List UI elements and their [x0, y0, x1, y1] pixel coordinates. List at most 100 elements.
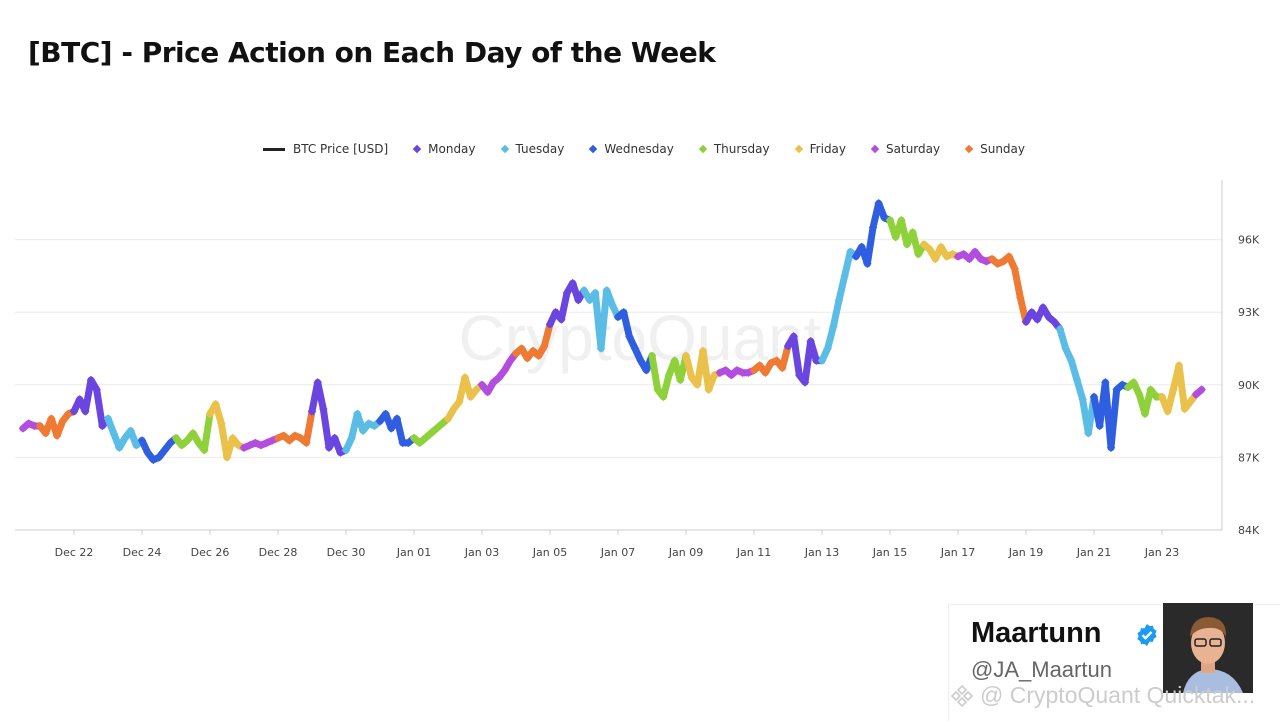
price-point [1016, 293, 1025, 302]
price-point [1112, 385, 1121, 394]
price-point [1163, 407, 1172, 416]
price-point [840, 271, 849, 281]
price-point [103, 414, 113, 423]
x-tick-label: Jan 21 [1076, 546, 1111, 559]
price-point [562, 288, 572, 298]
y-tick-label: 96K [1238, 234, 1260, 247]
price-point [545, 320, 555, 329]
binance-logo-icon [950, 684, 974, 707]
price-point [1146, 385, 1155, 394]
price-point [1174, 361, 1184, 370]
legend-item-saturday[interactable]: Saturday [870, 142, 940, 156]
price-point [761, 368, 770, 377]
price-point [75, 395, 84, 404]
price-point [324, 443, 334, 452]
price-point [166, 438, 175, 448]
x-tick-label: Jan 03 [464, 546, 499, 559]
legend-label: BTC Price [USD] [292, 142, 389, 156]
price-point [834, 295, 844, 305]
price-point [772, 356, 781, 365]
x-tick-label: Jan 17 [940, 546, 975, 559]
day-segment-wednesday [1090, 378, 1132, 452]
x-tick-label: Jan 07 [600, 546, 635, 559]
price-point [557, 315, 566, 324]
x-tick-label: Jan 09 [668, 546, 703, 559]
price-point [687, 373, 696, 382]
price-point [636, 356, 645, 365]
price-point [194, 438, 203, 448]
x-tick-label: Jan 05 [532, 546, 567, 559]
price-point [789, 332, 798, 341]
author-handle: @JA_Maartun [971, 657, 1112, 682]
price-point [1050, 317, 1059, 327]
x-tick-label: Dec 24 [123, 546, 162, 559]
price-point [568, 278, 577, 288]
price-point [738, 368, 747, 377]
price-point [132, 441, 141, 450]
price-point [1044, 312, 1053, 322]
legend-item-wednesday[interactable]: Wednesday [589, 142, 674, 156]
price-point [1061, 344, 1070, 353]
price-point [455, 397, 464, 406]
price-point [817, 356, 827, 365]
x-tick-label: Jan 01 [396, 546, 431, 559]
price-point [670, 356, 679, 365]
price-point [540, 341, 549, 351]
price-point [698, 346, 708, 356]
price-point [812, 356, 821, 365]
price-point [489, 378, 498, 387]
price-point [579, 286, 589, 295]
y-tick-label: 90K [1238, 379, 1260, 392]
price-point [1101, 378, 1110, 387]
legend-label: Friday [809, 142, 847, 156]
price-point [438, 419, 447, 428]
price-point [506, 356, 515, 365]
price-point [375, 416, 385, 426]
price-point [806, 336, 815, 346]
chart-legend: BTC Price [USD] Monday Tuesday Wednesday Thu… [0, 142, 1280, 156]
price-point [449, 404, 458, 414]
price-point [517, 344, 526, 353]
price-point [664, 370, 674, 380]
price-point [483, 387, 492, 397]
price-point [1055, 324, 1065, 334]
price-point [574, 295, 583, 305]
price-point [602, 286, 611, 295]
price-point [1135, 390, 1144, 399]
price-point [69, 407, 79, 416]
price-point [523, 353, 532, 363]
line-swatch-icon [262, 147, 285, 151]
legend-item-sunday[interactable]: Sunday [964, 142, 1025, 156]
legend-item-btc-price-usd[interactable]: BTC Price [USD] [262, 142, 389, 156]
price-point [460, 373, 470, 382]
price-point [41, 428, 50, 438]
price-point [35, 421, 45, 431]
price-point [534, 351, 543, 361]
price-point [392, 414, 402, 423]
legend-item-friday[interactable]: Friday [794, 142, 847, 156]
verified-badge-icon [1137, 624, 1157, 646]
price-point [404, 438, 413, 448]
price-point [137, 436, 147, 445]
x-tick-label: Dec 28 [259, 546, 298, 559]
price-point [596, 344, 606, 353]
price-point [86, 375, 96, 385]
legend-item-monday[interactable]: Monday [412, 142, 476, 156]
price-point [415, 438, 424, 448]
x-tick-label: Dec 30 [327, 546, 366, 559]
price-point [511, 349, 521, 358]
y-tick-label: 84K [1238, 524, 1260, 537]
legend-item-thursday[interactable]: Thursday [698, 142, 770, 156]
price-point [183, 436, 192, 445]
legend-label: Wednesday [604, 142, 674, 156]
legend-item-tuesday[interactable]: Tuesday [500, 142, 564, 156]
price-point [409, 433, 419, 443]
price-point [500, 366, 509, 375]
x-tick-label: Dec 22 [55, 546, 94, 559]
price-point [642, 366, 651, 375]
price-point [319, 404, 328, 414]
price-point [721, 366, 730, 375]
price-point [619, 307, 628, 317]
price-point [653, 385, 662, 394]
price-point [630, 344, 640, 353]
